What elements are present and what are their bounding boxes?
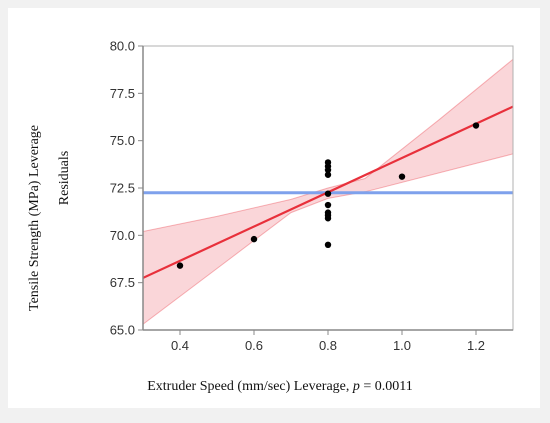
- data-point: [250, 235, 258, 243]
- leverage-plot-svg: 65.0 67.5 70.0 72.5 75.0 77.5 80.0 0.4 0.6 0.8 1.0…: [27, 39, 514, 394]
- x-tick-label: 0.6: [245, 338, 263, 353]
- data-point: [472, 122, 480, 129]
- data-point: [324, 190, 332, 197]
- x-tick-label: 1.2: [467, 338, 485, 353]
- y-tick-label: 72.5: [110, 181, 135, 196]
- y-axis-title-line2: Residuals: [57, 151, 72, 205]
- y-axis-title-line1: Tensile Strength (MPa) Leverage: [27, 125, 42, 311]
- data-point: [324, 201, 332, 209]
- y-tick-label: 77.5: [110, 86, 135, 101]
- data-point: [324, 209, 332, 216]
- data-point: [324, 241, 332, 248]
- data-point: [324, 159, 332, 166]
- x-axis-title-main: Extruder Speed (mm/sec) Leverage,: [147, 379, 353, 394]
- y-tick-label: 65.0: [110, 323, 135, 338]
- y-tick-label: 75.0: [110, 133, 135, 148]
- chart-figure: 65.0 67.5 70.0 72.5 75.0 77.5 80.0 0.4 0.6 0.8 1.0…: [8, 8, 540, 408]
- y-tick-label: 70.0: [110, 228, 135, 243]
- data-point: [324, 171, 332, 178]
- y-tick-label: 80.0: [110, 39, 135, 54]
- y-tick-label: 67.5: [110, 275, 135, 290]
- x-axis-title-p-symbol: p: [352, 379, 360, 394]
- x-axis-title: Extruder Speed (mm/sec) Leverage, p = 0.…: [147, 379, 413, 394]
- x-tick-label: 1.0: [393, 338, 411, 353]
- data-point: [398, 173, 406, 180]
- data-point: [176, 262, 184, 269]
- x-tick-label: 0.4: [171, 338, 189, 353]
- x-axis-title-p-value: = 0.0011: [360, 379, 413, 394]
- x-tick-label: 0.8: [319, 338, 337, 353]
